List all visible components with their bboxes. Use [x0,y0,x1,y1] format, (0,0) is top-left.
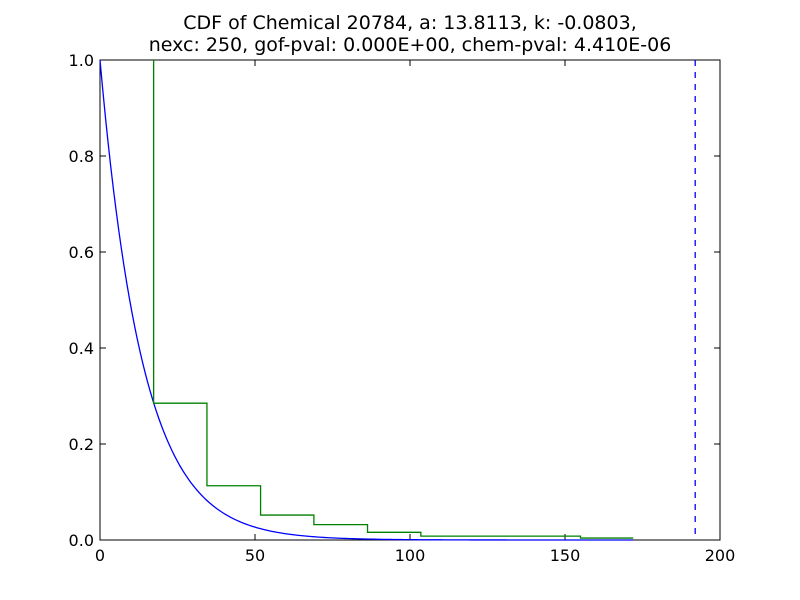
x-tick-label: 200 [705,546,736,565]
tick-labels: 0 50 100 150 200 0.0 0.2 0.4 0.6 0.8 1.0 [69,51,736,565]
series-group [99,59,696,541]
x-tick-label: 150 [550,546,581,565]
plot-frame [99,59,721,541]
y-tick-label: 0.0 [69,531,94,550]
y-tick-label: 0.4 [69,339,94,358]
chart-title-line-1: CDF of Chemical 20784, a: 13.8113, k: -0… [183,12,637,34]
y-tick-label: 0.2 [69,435,94,454]
x-tick-label: 0 [95,546,105,565]
x-tick-label: 50 [245,546,265,565]
chart-title: CDF of Chemical 20784, a: 13.8113, k: -0… [0,12,800,56]
empirical-step-line [152,60,634,539]
axis-ticks [99,59,721,541]
fitted-cdf-curve [99,59,634,541]
y-tick-label: 1.0 [69,51,94,70]
chart-title-line-2: nexc: 250, gof-pval: 0.000E+00, chem-pva… [148,34,672,56]
y-tick-label: 0.6 [69,243,94,262]
y-tick-label: 0.8 [69,147,94,166]
x-tick-label: 100 [395,546,426,565]
